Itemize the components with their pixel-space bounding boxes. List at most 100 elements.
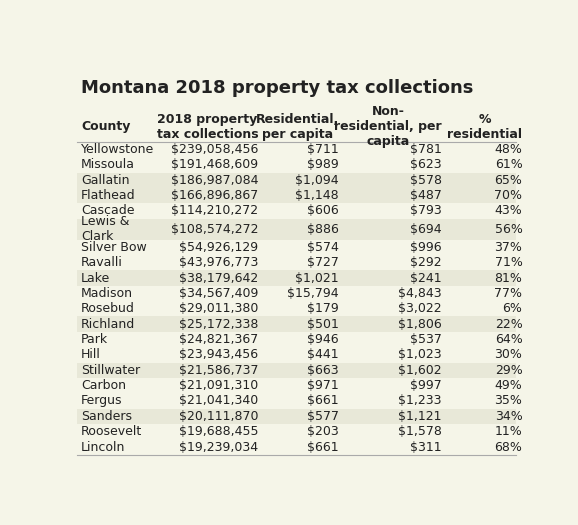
Text: $661: $661	[307, 394, 339, 407]
Text: $21,091,310: $21,091,310	[179, 379, 258, 392]
Bar	[77, 363, 516, 378]
Text: 30%: 30%	[495, 349, 523, 361]
Text: $34,567,409: $34,567,409	[179, 287, 258, 300]
Text: $241: $241	[410, 271, 442, 285]
Bar	[77, 270, 516, 286]
Text: Rosebud: Rosebud	[81, 302, 135, 316]
Text: Carbon: Carbon	[81, 379, 126, 392]
Bar	[77, 218, 516, 239]
Text: $203: $203	[307, 425, 339, 438]
Text: 70%: 70%	[494, 189, 523, 202]
Text: $19,688,455: $19,688,455	[179, 425, 258, 438]
Text: Gallatin: Gallatin	[81, 174, 129, 187]
Text: 65%: 65%	[495, 174, 523, 187]
Text: $19,239,034: $19,239,034	[179, 440, 258, 454]
Text: $1,021: $1,021	[295, 271, 339, 285]
Text: 37%: 37%	[495, 241, 523, 254]
Text: 22%: 22%	[495, 318, 523, 331]
Text: $793: $793	[410, 204, 442, 217]
Text: $781: $781	[410, 143, 442, 156]
Text: $989: $989	[307, 159, 339, 171]
Text: $1,578: $1,578	[398, 425, 442, 438]
Text: Non-
residential, per
capita: Non- residential, per capita	[334, 105, 442, 148]
Text: Park: Park	[81, 333, 108, 346]
Bar	[77, 173, 516, 188]
Text: $24,821,367: $24,821,367	[179, 333, 258, 346]
Text: $501: $501	[307, 318, 339, 331]
Text: $38,179,642: $38,179,642	[179, 271, 258, 285]
Text: 48%: 48%	[495, 143, 523, 156]
Text: 64%: 64%	[495, 333, 523, 346]
Text: 68%: 68%	[495, 440, 523, 454]
Text: $3,022: $3,022	[398, 302, 442, 316]
Text: $574: $574	[307, 241, 339, 254]
Text: $1,602: $1,602	[398, 364, 442, 377]
Text: $191,468,609: $191,468,609	[171, 159, 258, 171]
Text: Lake: Lake	[81, 271, 110, 285]
Text: Madison: Madison	[81, 287, 133, 300]
Text: Hill: Hill	[81, 349, 101, 361]
Text: $114,210,272: $114,210,272	[171, 204, 258, 217]
Text: $1,094: $1,094	[295, 174, 339, 187]
Text: 34%: 34%	[495, 410, 523, 423]
Text: $179: $179	[307, 302, 339, 316]
Text: $711: $711	[307, 143, 339, 156]
Text: $15,794: $15,794	[287, 287, 339, 300]
Bar	[77, 408, 516, 424]
Text: $292: $292	[410, 256, 442, 269]
Text: $623: $623	[410, 159, 442, 171]
Text: $441: $441	[307, 349, 339, 361]
Bar	[77, 317, 516, 332]
Text: Residential,
per capita: Residential, per capita	[255, 113, 339, 141]
Bar	[77, 188, 516, 203]
Text: $886: $886	[307, 223, 339, 236]
Text: 29%: 29%	[495, 364, 523, 377]
Text: $1,148: $1,148	[295, 189, 339, 202]
Text: Cascade: Cascade	[81, 204, 135, 217]
Text: $29,011,380: $29,011,380	[179, 302, 258, 316]
Text: $239,058,456: $239,058,456	[171, 143, 258, 156]
Text: $727: $727	[307, 256, 339, 269]
Text: $54,926,129: $54,926,129	[179, 241, 258, 254]
Text: Fergus: Fergus	[81, 394, 123, 407]
Text: $661: $661	[307, 440, 339, 454]
Text: $606: $606	[307, 204, 339, 217]
Text: Lewis &
Clark: Lewis & Clark	[81, 215, 129, 243]
Text: $946: $946	[307, 333, 339, 346]
Text: $20,111,870: $20,111,870	[179, 410, 258, 423]
Text: $1,233: $1,233	[398, 394, 442, 407]
Text: $21,041,340: $21,041,340	[179, 394, 258, 407]
Text: 56%: 56%	[495, 223, 523, 236]
Text: County: County	[81, 120, 131, 133]
Text: $1,806: $1,806	[398, 318, 442, 331]
Text: $578: $578	[410, 174, 442, 187]
Text: 81%: 81%	[495, 271, 523, 285]
Text: $1,121: $1,121	[398, 410, 442, 423]
Text: $108,574,272: $108,574,272	[171, 223, 258, 236]
Text: $166,896,867: $166,896,867	[171, 189, 258, 202]
Bar	[77, 111, 516, 142]
Text: 61%: 61%	[495, 159, 523, 171]
Text: Stillwater: Stillwater	[81, 364, 140, 377]
Text: Sanders: Sanders	[81, 410, 132, 423]
Text: 35%: 35%	[495, 394, 523, 407]
Text: 2018 property
tax collections: 2018 property tax collections	[157, 113, 258, 141]
Text: $971: $971	[307, 379, 339, 392]
Text: $577: $577	[307, 410, 339, 423]
Text: $43,976,773: $43,976,773	[179, 256, 258, 269]
Text: 77%: 77%	[494, 287, 523, 300]
Text: Roosevelt: Roosevelt	[81, 425, 142, 438]
Text: $186,987,084: $186,987,084	[171, 174, 258, 187]
Text: 71%: 71%	[495, 256, 523, 269]
Text: Ravalli: Ravalli	[81, 256, 123, 269]
Text: Missoula: Missoula	[81, 159, 135, 171]
Text: $1,023: $1,023	[398, 349, 442, 361]
Text: 43%: 43%	[495, 204, 523, 217]
Text: $21,586,737: $21,586,737	[179, 364, 258, 377]
Text: $487: $487	[410, 189, 442, 202]
Text: Silver Bow: Silver Bow	[81, 241, 147, 254]
Text: Montana 2018 property tax collections: Montana 2018 property tax collections	[81, 79, 473, 97]
Text: $663: $663	[307, 364, 339, 377]
Text: $997: $997	[410, 379, 442, 392]
Text: Richland: Richland	[81, 318, 135, 331]
